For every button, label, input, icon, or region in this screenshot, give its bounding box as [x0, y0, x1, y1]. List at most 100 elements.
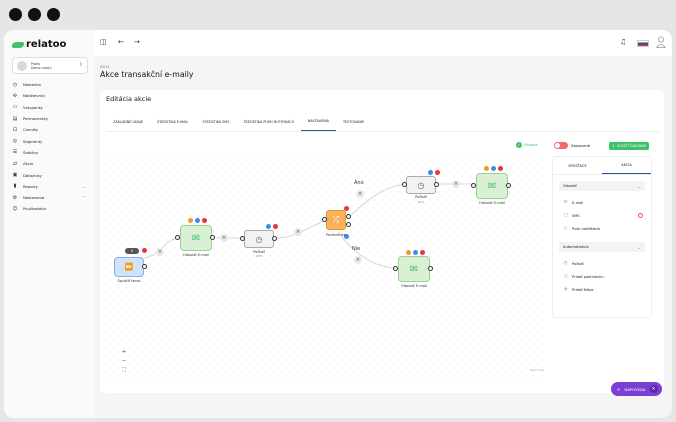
start-node[interactable]: ⏩: [114, 257, 144, 277]
back-arrow-icon[interactable]: ←: [118, 38, 124, 46]
delete-badge[interactable]: [202, 218, 207, 223]
bell-icon[interactable]: ♫: [620, 38, 627, 46]
edge-remove-button[interactable]: ×: [156, 248, 164, 256]
input-pin[interactable]: [240, 236, 245, 241]
edit-badge[interactable]: [484, 166, 489, 171]
user-icon[interactable]: [656, 36, 666, 48]
tab-5[interactable]: NASTAVENIA: [300, 112, 336, 131]
sidebar-item-settings[interactable]: ⚙ Nastavenia ⌃: [12, 192, 92, 203]
input-pin[interactable]: [175, 235, 180, 240]
language-flag-icon[interactable]: [637, 40, 649, 47]
help-button[interactable]: ☀ NÁPOVEDA ×: [611, 382, 662, 396]
send-section-header[interactable]: Odoslať ⌄: [559, 181, 645, 191]
delete-badge[interactable]: [420, 250, 425, 255]
sidebar-item-visitors[interactable]: ✣ Návštevníci: [12, 90, 92, 101]
tab-2[interactable]: ŠTATISTIKA E-MAIL: [157, 119, 189, 124]
sidebar-item-pricing[interactable]: ⊡ Cenníky: [12, 124, 92, 135]
save-diagram-button[interactable]: ✎ ULOŽIŤ DIAGRAM: [609, 142, 650, 150]
forward-arrow-icon[interactable]: →: [134, 38, 140, 46]
brand-logo[interactable]: relatoo: [10, 39, 66, 50]
close-icon[interactable]: ×: [649, 385, 658, 393]
breadcrumb[interactable]: AKCIA: [100, 65, 110, 69]
sidebar-item-reports[interactable]: ▮ Reporty ⌄: [12, 181, 92, 192]
info-badge[interactable]: [195, 218, 200, 223]
output-pin-yes[interactable]: [346, 214, 351, 219]
info-badge[interactable]: [344, 234, 349, 239]
info-badge[interactable]: [413, 250, 418, 255]
info-badge[interactable]: [491, 166, 496, 171]
tab-action[interactable]: AKCIA: [602, 157, 651, 174]
panel-item-wait[interactable]: ◷ Počkať: [563, 259, 647, 268]
delete-badge[interactable]: [273, 224, 278, 229]
save-diagram-label: ULOŽIŤ DIAGRAM: [616, 144, 647, 148]
edge-remove-button[interactable]: ×: [220, 234, 228, 242]
delete-badge[interactable]: [142, 248, 147, 253]
info-badge[interactable]: [428, 170, 433, 175]
input-pin[interactable]: [402, 182, 407, 187]
start-output-pin[interactable]: [142, 264, 147, 269]
sidebar-item-label: Segmenty: [23, 138, 43, 144]
email-node-2[interactable]: ✉: [398, 256, 430, 282]
panel-item-email[interactable]: ✉ E-mail: [563, 198, 647, 207]
edit-badge[interactable]: [188, 218, 193, 223]
sidebar-item-segments[interactable]: ◎ Segmenty: [12, 135, 92, 146]
maximize-dot[interactable]: [47, 8, 60, 21]
fit-view-button[interactable]: ⛶: [122, 367, 126, 373]
sidebar-toggle-icon[interactable]: ◫: [100, 38, 107, 46]
output-pin-no[interactable]: [346, 222, 351, 227]
sidebar-item-label: Návštevníci: [23, 93, 46, 99]
panel-item-push[interactable]: ▯ Push notifikácie: [563, 224, 647, 233]
delete-badge[interactable]: [435, 170, 440, 175]
minimize-dot[interactable]: [28, 8, 41, 21]
panel-item-sms[interactable]: ▢ SMS: [563, 211, 647, 220]
play-forward-icon: ⏩: [124, 263, 134, 271]
input-pin[interactable]: [322, 217, 327, 222]
input-pin[interactable]: [393, 266, 398, 271]
output-pin[interactable]: [210, 235, 215, 240]
sidebar-item-passes[interactable]: ▤ Permanentky: [12, 113, 92, 124]
edit-badge[interactable]: [406, 250, 411, 255]
edge-remove-button[interactable]: ×: [356, 190, 364, 198]
sidebar-item-templates[interactable]: ☰ Šablóny: [12, 147, 92, 158]
delete-badge[interactable]: [498, 166, 503, 171]
edge-remove-button[interactable]: ×: [452, 180, 460, 188]
automation-section-header[interactable]: Automatizácia ⌄: [559, 242, 645, 252]
sidebar-item-tickets[interactable]: ▭ Vstupenky: [12, 102, 92, 113]
delete-badge[interactable]: [344, 206, 349, 211]
tab-1[interactable]: ZÁKLADNÉ ÚDAJE: [113, 119, 144, 124]
stop-toggle[interactable]: Zastavené: [554, 142, 590, 149]
workspace-selector[interactable]: Pokes Demo modul ⇕: [12, 57, 88, 74]
sidebar-item-label: Používatelia: [23, 206, 46, 212]
panel-item-tag[interactable]: ⬗ Pridať štítok: [563, 285, 647, 294]
zoom-in-button[interactable]: +: [121, 349, 127, 355]
email-node-3[interactable]: ✉: [476, 173, 508, 199]
tab-triggers[interactable]: SPÚŠŤAČE: [568, 163, 587, 168]
zoom-out-button[interactable]: −: [121, 358, 127, 364]
output-pin[interactable]: [428, 266, 433, 271]
email-node-1[interactable]: ✉: [180, 225, 212, 251]
workspace-name: Pokes: [31, 61, 41, 66]
edge-remove-button[interactable]: ×: [294, 228, 302, 236]
panel-item-condition[interactable]: ⤮ Pridať podmienku: [563, 272, 647, 281]
flow-canvas[interactable]: 4 ⏩ Spustiť teraz × ✉ Odoslať E-mail ×: [106, 156, 546, 381]
input-pin[interactable]: [471, 183, 476, 188]
sidebar-item-dashboard[interactable]: ◷ Nástenka: [12, 79, 92, 90]
sidebar-item-actions[interactable]: ⇄ Akcie: [12, 158, 92, 169]
output-pin[interactable]: [506, 183, 511, 188]
sidebar-item-users[interactable]: ☺ Používatelia: [12, 203, 92, 214]
wait-node-1[interactable]: ◷: [244, 230, 274, 248]
edge-remove-button[interactable]: ×: [354, 256, 362, 264]
tab-6[interactable]: TESTOVANIE: [342, 119, 365, 124]
condition-node[interactable]: ⤮: [326, 210, 346, 230]
tab-4[interactable]: ŠTATISTIKA PUSH NOTIFIKÁCIÍ: [243, 119, 294, 124]
output-pin[interactable]: [434, 182, 439, 187]
close-dot[interactable]: [9, 8, 22, 21]
tab-3[interactable]: ŠTATISTIKA SMS: [202, 119, 230, 124]
sidebar-item-surveys[interactable]: ▣ Dotazníky: [12, 169, 92, 180]
wait-node-2[interactable]: ◷: [406, 176, 436, 194]
react-flow-attribution[interactable]: React Flow: [530, 369, 545, 372]
output-pin[interactable]: [272, 236, 277, 241]
info-badge[interactable]: [266, 224, 271, 229]
toggle-switch[interactable]: [554, 142, 568, 149]
sidebar-item-label: Vstupenky: [23, 104, 43, 110]
